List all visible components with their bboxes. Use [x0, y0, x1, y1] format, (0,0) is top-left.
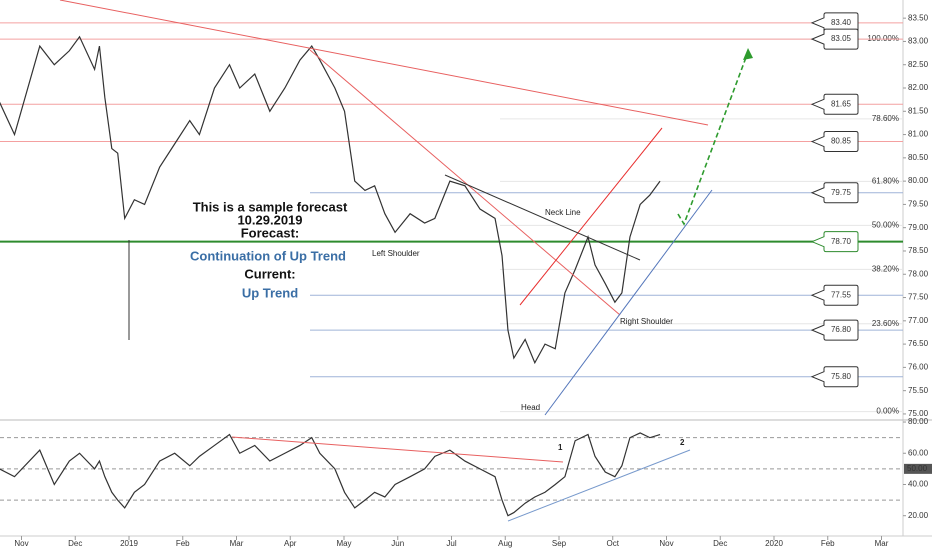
- x-tick-label: Mar: [230, 539, 244, 548]
- price-line: [0, 35, 661, 365]
- y-tick-label: 60.00: [908, 448, 929, 457]
- x-tick-label: Nov: [659, 539, 673, 548]
- y-tick-label: 75.50: [908, 386, 929, 395]
- trendline: [59, 0, 709, 126]
- y-tick-label: 81.50: [908, 106, 929, 115]
- rsi-marker: [904, 463, 932, 474]
- rsi-trendline: [231, 436, 564, 463]
- forecast-arrow: [677, 51, 749, 226]
- level-callout: [810, 28, 859, 50]
- x-tick-label: Sep: [552, 539, 567, 548]
- level-label: 83.05: [831, 34, 852, 43]
- level-callout: [810, 366, 859, 388]
- x-tick-label: May: [336, 539, 351, 548]
- level-label: 78.70: [831, 237, 852, 246]
- level-label: 79.75: [831, 188, 852, 197]
- x-tick-label: Feb: [176, 539, 190, 548]
- y-tick-label: 79.00: [908, 223, 929, 232]
- level-callout: [810, 319, 859, 341]
- y-tick-label: 80.50: [908, 153, 929, 162]
- neck-line: [444, 174, 641, 261]
- level-label: 80.85: [831, 137, 852, 146]
- x-tick-label: Jun: [391, 539, 404, 548]
- y-tick-label: 80.00: [908, 176, 929, 185]
- x-tick-label: Oct: [607, 539, 620, 548]
- annotation: Head: [521, 403, 540, 412]
- fib-label: 50.00%: [872, 220, 899, 229]
- fib-label: 23.60%: [872, 319, 899, 328]
- y-tick-label: 77.00: [908, 316, 929, 325]
- forecast-note: This is a sample forecast: [193, 199, 348, 214]
- forecast-note: Up Trend: [242, 285, 298, 300]
- x-tick-label: Nov: [14, 539, 28, 548]
- forecast-note: Continuation of Up Trend: [190, 248, 346, 263]
- x-tick-label: Jul: [446, 539, 456, 548]
- level-callout: [810, 284, 859, 306]
- y-tick-label: 81.00: [908, 130, 929, 139]
- y-tick-label: 75.00: [908, 409, 929, 418]
- y-tick-label: 20.00: [908, 511, 929, 520]
- level-callout: [810, 182, 859, 204]
- fib-label: 38.20%: [872, 264, 899, 273]
- y-tick-label: 78.00: [908, 269, 929, 278]
- trendline: [309, 49, 621, 316]
- y-tick-label: 76.00: [908, 362, 929, 371]
- trendline: [519, 127, 663, 306]
- forecast-note: Forecast:: [241, 225, 300, 240]
- y-tick-label: 82.50: [908, 60, 929, 69]
- y-tick-label: 82.00: [908, 83, 929, 92]
- annotation: Left Shoulder: [372, 249, 420, 258]
- x-tick-label: Aug: [498, 539, 512, 548]
- forecast-note: 10.29.2019: [237, 212, 302, 227]
- forecast-note: Current:: [244, 266, 295, 281]
- annotation: Neck Line: [545, 208, 581, 217]
- level-callout: [810, 131, 859, 153]
- y-tick-label: 78.50: [908, 246, 929, 255]
- level-label: 81.65: [831, 99, 852, 108]
- x-tick-label: Feb: [821, 539, 835, 548]
- annotation: 1: [558, 443, 563, 452]
- x-tick-label: 2019: [120, 539, 138, 548]
- trendline: [544, 189, 713, 416]
- level-label: 83.40: [831, 18, 852, 27]
- level-label: 77.55: [831, 290, 852, 299]
- price-line: [0, 432, 661, 517]
- fib-label: 0.00%: [876, 407, 899, 416]
- fib-label: 78.60%: [872, 114, 899, 123]
- annotation: 2: [680, 438, 685, 447]
- x-tick-label: Dec: [713, 539, 727, 548]
- arrow-head: [743, 48, 753, 60]
- trendlines: [59, 0, 753, 522]
- level-callout: [810, 93, 859, 115]
- y-tick-label: 80.00: [908, 417, 929, 426]
- level-label: 76.80: [831, 325, 852, 334]
- x-tick-label: Apr: [284, 539, 297, 548]
- x-tick-label: Mar: [875, 539, 889, 548]
- y-tick-label: 79.50: [908, 200, 929, 209]
- level-callout: [810, 231, 859, 253]
- y-tick-label: 40.00: [908, 480, 929, 489]
- x-tick-label: 2020: [765, 539, 783, 548]
- rsi-marker-label: 50.00: [907, 464, 928, 473]
- y-tick-label: 83.50: [908, 13, 929, 22]
- fib-label: 61.80%: [872, 177, 899, 186]
- y-tick-label: 77.50: [908, 293, 929, 302]
- x-tick-label: Dec: [68, 539, 82, 548]
- annotation: Right Shoulder: [620, 317, 673, 326]
- y-tick-label: 83.00: [908, 37, 929, 46]
- y-tick-label: 76.50: [908, 339, 929, 348]
- level-label: 75.80: [831, 372, 852, 381]
- rsi-trendline: [507, 449, 691, 522]
